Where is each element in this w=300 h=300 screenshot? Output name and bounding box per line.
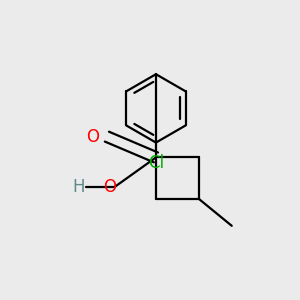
Text: O: O [103, 178, 116, 196]
Text: H: H [72, 178, 85, 196]
Text: Cl: Cl [148, 154, 164, 172]
Text: O: O [86, 128, 100, 146]
